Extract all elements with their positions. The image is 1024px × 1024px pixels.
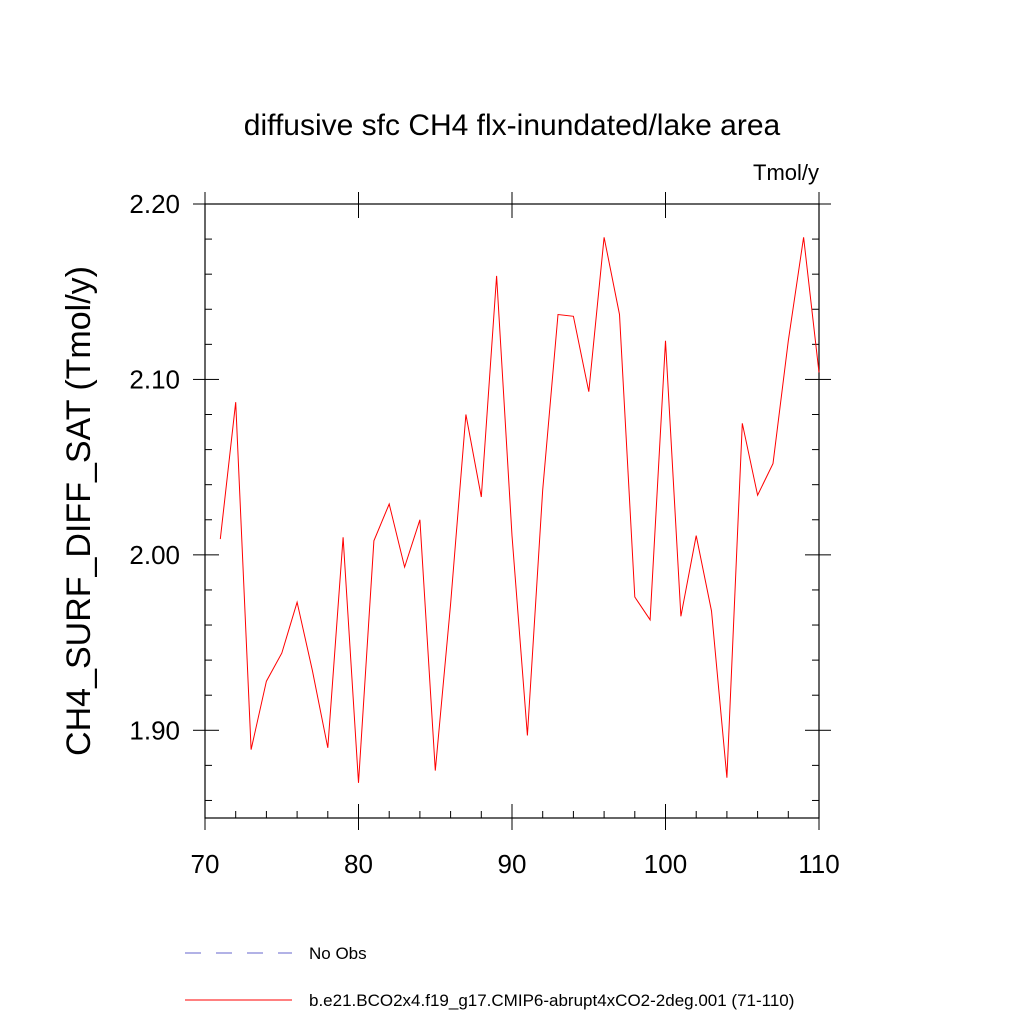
x-tick-label: 70 <box>191 849 220 879</box>
legend-entry-label: No Obs <box>309 944 367 963</box>
axis-ticks <box>193 192 831 830</box>
y-tick-label: 2.00 <box>129 540 180 570</box>
x-tick-label: 90 <box>498 849 527 879</box>
x-tick-label: 110 <box>798 849 839 879</box>
units-label: Tmol/y <box>753 160 819 185</box>
axis-tick-labels: 70 80 90 100 110 1.90 2.00 2.10 2.20 <box>129 189 839 879</box>
plot-frame <box>204 203 820 819</box>
legend-entry-label: b.e21.BCO2x4.f19_g17.CMIP6-abrupt4xCO2-2… <box>309 991 794 1010</box>
legend: No Obs b.e21.BCO2x4.f19_g17.CMIP6-abrupt4… <box>185 944 794 1010</box>
x-tick-label: 100 <box>644 849 687 879</box>
chart-title: diffusive sfc CH4 flx-inundated/lake are… <box>244 109 781 142</box>
series-line <box>219 237 820 783</box>
y-tick-label: 1.90 <box>129 715 180 745</box>
y-tick-label: 2.10 <box>129 364 180 394</box>
y-axis-label: CH4_SURF_DIFF_SAT (Tmol/y) <box>60 266 98 756</box>
x-tick-label: 80 <box>344 849 373 879</box>
series-layer <box>219 237 820 783</box>
y-tick-label: 2.20 <box>129 189 180 219</box>
